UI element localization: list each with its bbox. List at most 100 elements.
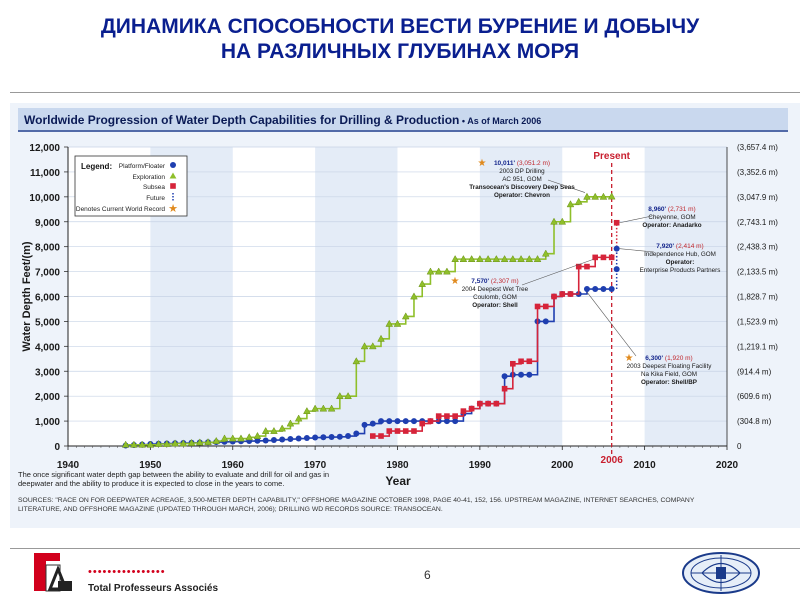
annotation-leader	[547, 179, 586, 193]
x-tick-label: 1980	[386, 460, 409, 471]
platform-point	[328, 434, 335, 441]
subsea-point	[369, 433, 376, 439]
chart-sources: SOURCES: "RACE ON FOR DEEPWATER ACREAGE,…	[18, 497, 695, 513]
exploration-point	[228, 434, 237, 442]
x-tick-label: 2000	[551, 460, 574, 471]
platform-point	[402, 418, 409, 425]
exploration-point	[377, 334, 385, 342]
exploration-point	[163, 439, 171, 447]
platform-point	[303, 435, 310, 442]
subsea-point	[559, 291, 566, 297]
chart-note: The once significant water depth gap bet…	[18, 470, 330, 488]
y-tick-label: 1,000	[35, 417, 60, 428]
exploration-point	[138, 440, 146, 448]
exploration-point	[360, 342, 369, 350]
legend-box	[74, 155, 188, 217]
y-tick-label: 0	[54, 442, 60, 453]
chart-sources-box: SOURCES: "RACE ON FOR DEEPWATER ACREAGE,…	[18, 497, 695, 513]
y-right-tick-label: (2,743.1 m)	[737, 218, 778, 227]
record-star-icon: ★	[478, 158, 487, 169]
legend-item-label: Platform/Floater	[119, 163, 166, 170]
exploration-point	[591, 192, 600, 200]
exploration-point	[451, 255, 459, 262]
legend-item-label: Denotes Current World Record	[76, 206, 165, 213]
exploration-point	[171, 439, 179, 447]
annotation-value: 8,960' (2,731 m)	[648, 206, 695, 213]
subsea-point	[444, 413, 450, 419]
exploration-point	[294, 414, 303, 422]
annotation-line: 2003 DP Drilling	[499, 168, 545, 175]
subsea-point	[477, 400, 483, 407]
platform-point	[345, 433, 352, 440]
annotation: 6,300' (1,920 m) ★2003 Deepest Floating F…	[586, 291, 713, 386]
future-point	[613, 245, 620, 252]
annotation-leader	[521, 259, 594, 286]
annotation-value: 10,011' (3,051.2 m)	[494, 160, 550, 167]
future-point	[613, 219, 620, 226]
annotation-line: Operator: Shell	[472, 302, 518, 309]
y-tick-label: 8,000	[35, 243, 60, 254]
exploration-point	[319, 404, 328, 412]
page-number: 6	[424, 568, 431, 582]
platform-point	[518, 371, 525, 378]
platform-point	[312, 434, 319, 441]
legend-title: Legend:	[81, 162, 112, 171]
annotation-line: Coulomb, GOM	[473, 294, 517, 301]
subsea-point	[584, 263, 590, 270]
y-tick-label: 11,000	[30, 168, 60, 179]
y-tick-label: 4,000	[35, 342, 60, 353]
annotation-value-feet: 10,011'	[494, 160, 516, 167]
annotation-line: Transocean's Discovery Deep Seas	[469, 184, 575, 191]
subsea-point	[452, 413, 458, 419]
y-right-tick-label: (1,219.1 m)	[737, 342, 778, 351]
annotation-line: AC 951, GOM	[502, 176, 542, 183]
exploration-point	[476, 255, 484, 262]
annotation-value-feet: 6,300'	[645, 355, 663, 362]
platform-point	[600, 286, 607, 293]
y-right-tick-label: (1,828.7 m)	[737, 293, 778, 302]
y-axis-label: Water Depth Feet/(m)	[21, 241, 33, 352]
subsea-point	[567, 291, 574, 297]
platform-point	[262, 437, 269, 444]
annotation-value: 7,570' (2,307 m)	[471, 278, 518, 285]
platform-point	[583, 286, 590, 293]
x-tick-label: 1970	[304, 460, 327, 471]
annotation-value-metric: (2,307 m)	[489, 278, 519, 285]
subsea-point	[460, 408, 467, 414]
platform-point	[452, 418, 459, 425]
annotation-line: 2003 Deepest Floating Facility	[627, 363, 713, 370]
subsea-point	[518, 358, 524, 365]
subsea-point	[526, 358, 533, 365]
exploration-point	[204, 438, 212, 446]
chart-title-bar	[18, 108, 788, 130]
annotation-line: Operator:	[666, 259, 695, 266]
y-tick-label: 9,000	[35, 218, 60, 229]
decorative-dots: ••••••••••••••••	[88, 566, 166, 578]
legend-item-label: Subsea	[143, 184, 165, 191]
platform-point	[320, 434, 327, 441]
annotation-value-metric: (2,731 m)	[666, 206, 696, 213]
exploration-point	[566, 200, 575, 208]
subsea-point	[468, 405, 475, 412]
exploration-point	[426, 267, 435, 275]
slide-title-line-2: НА РАЗЛИЧНЫХ ГЛУБИНАХ МОРЯ	[220, 40, 580, 63]
platform-point	[361, 421, 368, 428]
y-right-tick-label: 0	[737, 442, 742, 451]
exploration-point	[237, 434, 245, 442]
legend-subsea-marker	[170, 183, 176, 189]
subsea-point	[485, 400, 491, 407]
legend-item-label: Exploration	[132, 174, 165, 181]
platform-point	[270, 437, 277, 444]
annotation-line: Operator: Shell/BP	[641, 379, 697, 386]
exploration-point	[253, 431, 262, 439]
legend-exploration-marker	[169, 172, 177, 179]
subsea-point	[608, 254, 615, 261]
annotation-leader	[619, 248, 655, 253]
annotation-line: Independence Hub, GOM	[644, 251, 716, 258]
exploration-point	[303, 406, 311, 414]
legend: Legend: Platform/Floater Exploration Subsea…	[74, 155, 188, 217]
platform-point	[287, 436, 294, 443]
